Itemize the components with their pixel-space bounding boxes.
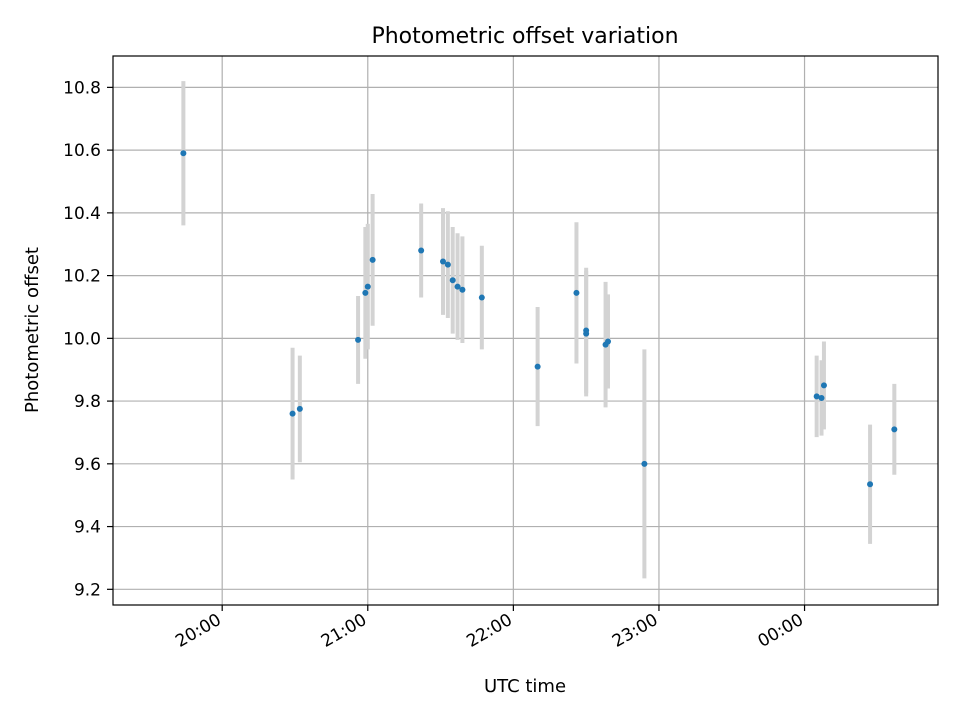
y-tick-label: 9.8 bbox=[74, 392, 101, 412]
plot-frame bbox=[112, 55, 939, 606]
y-ticks: 9.2 9.4 9.6 9.8 10.0 10.2 10.4 10.6 10.8 bbox=[63, 78, 113, 600]
data-point bbox=[573, 289, 580, 296]
data-point bbox=[369, 256, 376, 263]
gridlines bbox=[113, 56, 938, 605]
y-tick-label: 10.6 bbox=[63, 141, 101, 161]
data-point bbox=[459, 286, 466, 293]
y-tick-label: 10.4 bbox=[63, 204, 101, 224]
data-points bbox=[180, 150, 898, 488]
data-point bbox=[820, 382, 827, 389]
data-point bbox=[813, 393, 820, 400]
chart-title: Photometric offset variation bbox=[371, 24, 678, 49]
data-point bbox=[296, 405, 303, 412]
y-tick-label: 10.8 bbox=[63, 78, 101, 98]
data-point bbox=[440, 258, 446, 265]
data-point bbox=[818, 394, 825, 401]
y-tick-label: 9.2 bbox=[74, 580, 101, 600]
y-tick-label: 10.2 bbox=[63, 267, 101, 287]
data-point bbox=[454, 283, 461, 290]
y-tick-label: 9.6 bbox=[74, 455, 101, 475]
data-point bbox=[362, 289, 369, 296]
data-point bbox=[891, 426, 898, 433]
data-point bbox=[867, 481, 874, 488]
y-axis-label: Photometric offset bbox=[22, 247, 43, 413]
data-point bbox=[180, 150, 187, 157]
data-point bbox=[605, 338, 611, 345]
y-tick-label: 10.0 bbox=[63, 329, 101, 349]
data-point bbox=[364, 283, 371, 290]
data-point bbox=[641, 460, 648, 467]
data-point bbox=[449, 277, 456, 284]
data-point bbox=[444, 261, 451, 268]
data-point bbox=[534, 363, 541, 370]
data-point bbox=[478, 294, 485, 301]
data-point bbox=[289, 410, 296, 417]
data-point bbox=[583, 330, 590, 337]
data-point bbox=[355, 336, 362, 343]
y-tick-label: 9.4 bbox=[74, 518, 101, 538]
x-axis-label: UTC time bbox=[484, 676, 566, 697]
data-point bbox=[418, 247, 425, 254]
